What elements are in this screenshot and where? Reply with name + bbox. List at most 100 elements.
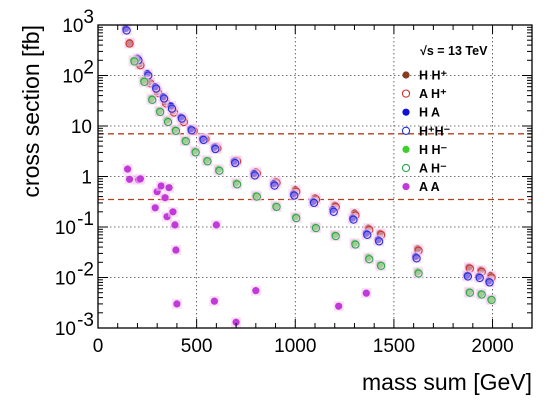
data-point: [167, 104, 177, 113]
y-tick-label: 10: [55, 319, 76, 340]
data-point: [230, 158, 240, 168]
data-point: [173, 300, 181, 308]
data-point: [187, 126, 196, 135]
point-highlight: [269, 180, 280, 191]
y-tick-label: 10: [55, 218, 76, 239]
data-point: [177, 114, 186, 123]
data-point: [169, 208, 177, 216]
data-point: [125, 175, 134, 183]
point-highlight: [350, 239, 361, 250]
y-tick-label: 10: [55, 269, 76, 290]
point-highlight: [289, 190, 300, 201]
data-point: [211, 144, 220, 154]
data-point: [335, 302, 343, 310]
x-axis-title: mass sum [GeV]: [362, 369, 532, 395]
y-tick-exponent: 3: [83, 7, 94, 28]
data-point: [329, 207, 338, 216]
point-highlight: [330, 231, 341, 242]
point-highlight: [291, 213, 302, 224]
y-tick-exponent: -3: [77, 310, 94, 331]
point-highlight: [198, 134, 209, 145]
data-point: [203, 157, 212, 166]
y-tick-label: 10: [71, 117, 92, 138]
point-highlight: [163, 117, 174, 128]
point-highlight: [166, 103, 177, 114]
legend-label: H H⁻: [419, 143, 448, 157]
point-highlight: [121, 25, 132, 36]
point-highlight: [124, 38, 135, 49]
y-axis-title: cross section [fb]: [18, 25, 44, 198]
point-highlight: [328, 206, 339, 217]
data-point: [331, 231, 340, 241]
data-point: [152, 84, 161, 93]
point-highlight: [214, 165, 225, 176]
data-point: [125, 39, 134, 48]
point-highlight: [486, 294, 497, 305]
data-point: [163, 117, 173, 127]
y-tick-label: 10: [62, 67, 83, 88]
legend-label: H H⁺: [419, 69, 448, 83]
data-point: [155, 107, 165, 117]
data-point: [272, 202, 281, 212]
legend-label: H A: [419, 106, 440, 120]
data-point: [477, 290, 486, 299]
legend-marker: [401, 126, 411, 135]
y-tick-exponent: -1: [77, 209, 94, 230]
data-point: [161, 194, 169, 202]
series-3: [121, 25, 495, 288]
data-point: [376, 261, 386, 271]
data-point: [148, 95, 157, 104]
point-highlight: [474, 272, 485, 283]
point-highlight: [364, 254, 375, 265]
point-highlight: [139, 76, 150, 87]
point-highlight: [374, 236, 385, 247]
data-point: [485, 278, 494, 287]
x-tick-label: 500: [181, 336, 213, 357]
legend-marker: [401, 163, 411, 173]
data-point: [250, 171, 259, 180]
point-highlight: [413, 268, 424, 279]
data-point: [171, 221, 179, 229]
legend-marker: [402, 108, 410, 116]
data-point: [159, 94, 169, 103]
axis-ticks: [97, 25, 533, 329]
legend-marker: [402, 145, 410, 153]
data-point: [309, 198, 319, 208]
point-highlight: [413, 245, 424, 256]
point-highlight: [232, 179, 243, 190]
data-point: [252, 192, 261, 201]
energy-annotation: √s = 13 TeV: [420, 44, 488, 58]
legend-label: A A: [419, 180, 440, 194]
data-point: [212, 221, 220, 229]
y-tick-label: 1: [81, 168, 92, 189]
data-point: [487, 295, 496, 305]
data-point: [374, 237, 384, 246]
point-highlight: [464, 263, 475, 274]
data-point: [475, 273, 484, 283]
data-point: [140, 77, 149, 86]
data-point: [252, 287, 260, 295]
legend-marker: [402, 183, 410, 191]
point-highlight: [230, 158, 241, 169]
legend-label: H⁺H⁻: [419, 124, 451, 138]
data-point: [165, 184, 173, 192]
data-point: [181, 137, 190, 146]
data-point: [270, 181, 279, 190]
point-highlight: [147, 94, 158, 105]
data-point: [191, 148, 200, 157]
data-point: [199, 135, 208, 145]
data-point: [232, 318, 240, 326]
point-highlight: [155, 106, 166, 117]
data-point: [412, 254, 421, 263]
data-point: [232, 180, 242, 189]
data-point: [463, 272, 473, 281]
legend-marker: [402, 71, 410, 79]
data-point: [362, 289, 370, 297]
point-highlight: [411, 253, 422, 264]
y-tick-label: 10: [62, 16, 83, 37]
x-tick-label: 0: [93, 336, 104, 357]
data-point: [151, 204, 159, 212]
data-point: [311, 223, 321, 233]
